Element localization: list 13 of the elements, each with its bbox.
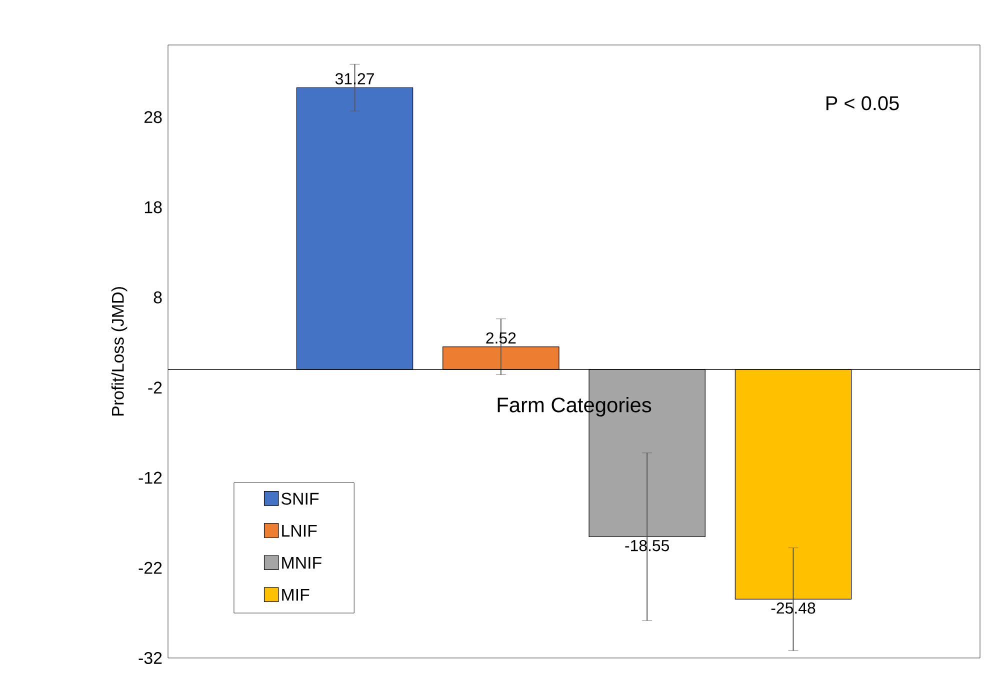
annotation: P < 0.05 <box>826 96 899 110</box>
y-tick-label: -32 <box>138 652 162 664</box>
legend-label: MNIF <box>282 556 322 569</box>
legend-label: SNIF <box>282 492 319 505</box>
y-tick-label: 28 <box>144 111 162 124</box>
y-tick-label: 8 <box>154 291 162 304</box>
y-tick-label: -2 <box>148 382 162 394</box>
y-tick-label: 18 <box>144 201 162 214</box>
legend-label: MIF <box>282 589 310 601</box>
legend-label: LNIF <box>282 524 317 537</box>
y-tick-label: -12 <box>138 472 162 484</box>
y-tick-label: -22 <box>138 562 162 574</box>
y-axis-title: Profit/Loss (JMD) <box>111 287 128 416</box>
